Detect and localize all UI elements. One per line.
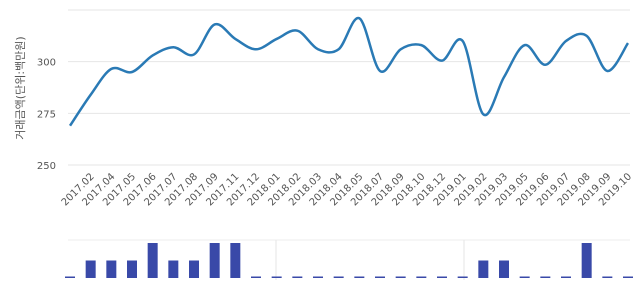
y-tick-label: 300 xyxy=(37,58,56,69)
bar xyxy=(127,260,137,278)
bar xyxy=(106,260,117,278)
bar xyxy=(437,276,447,278)
bar xyxy=(85,260,96,278)
bar xyxy=(251,276,261,278)
bar xyxy=(416,276,427,278)
y-tick-label: 275 xyxy=(37,109,56,120)
bar xyxy=(313,276,323,278)
y-tick-label: 250 xyxy=(37,161,56,172)
bar xyxy=(457,276,468,278)
bar xyxy=(478,260,489,278)
bar xyxy=(209,243,220,278)
bar xyxy=(354,276,365,278)
y-axis-label: 거래금액(단위:백만원) xyxy=(14,36,27,139)
bar xyxy=(168,260,179,278)
bar xyxy=(271,276,282,278)
bar xyxy=(395,276,406,278)
bar xyxy=(623,276,633,278)
bar xyxy=(333,276,344,278)
bar xyxy=(292,276,303,278)
bar xyxy=(540,276,551,278)
bar xyxy=(230,243,241,278)
bar xyxy=(602,276,613,278)
bar xyxy=(519,276,530,278)
bar xyxy=(375,276,385,278)
bar xyxy=(499,260,509,278)
bar xyxy=(65,276,75,278)
line xyxy=(68,17,630,127)
bar xyxy=(561,276,571,278)
bar xyxy=(147,243,158,278)
bar xyxy=(189,260,199,278)
bar xyxy=(581,243,592,278)
